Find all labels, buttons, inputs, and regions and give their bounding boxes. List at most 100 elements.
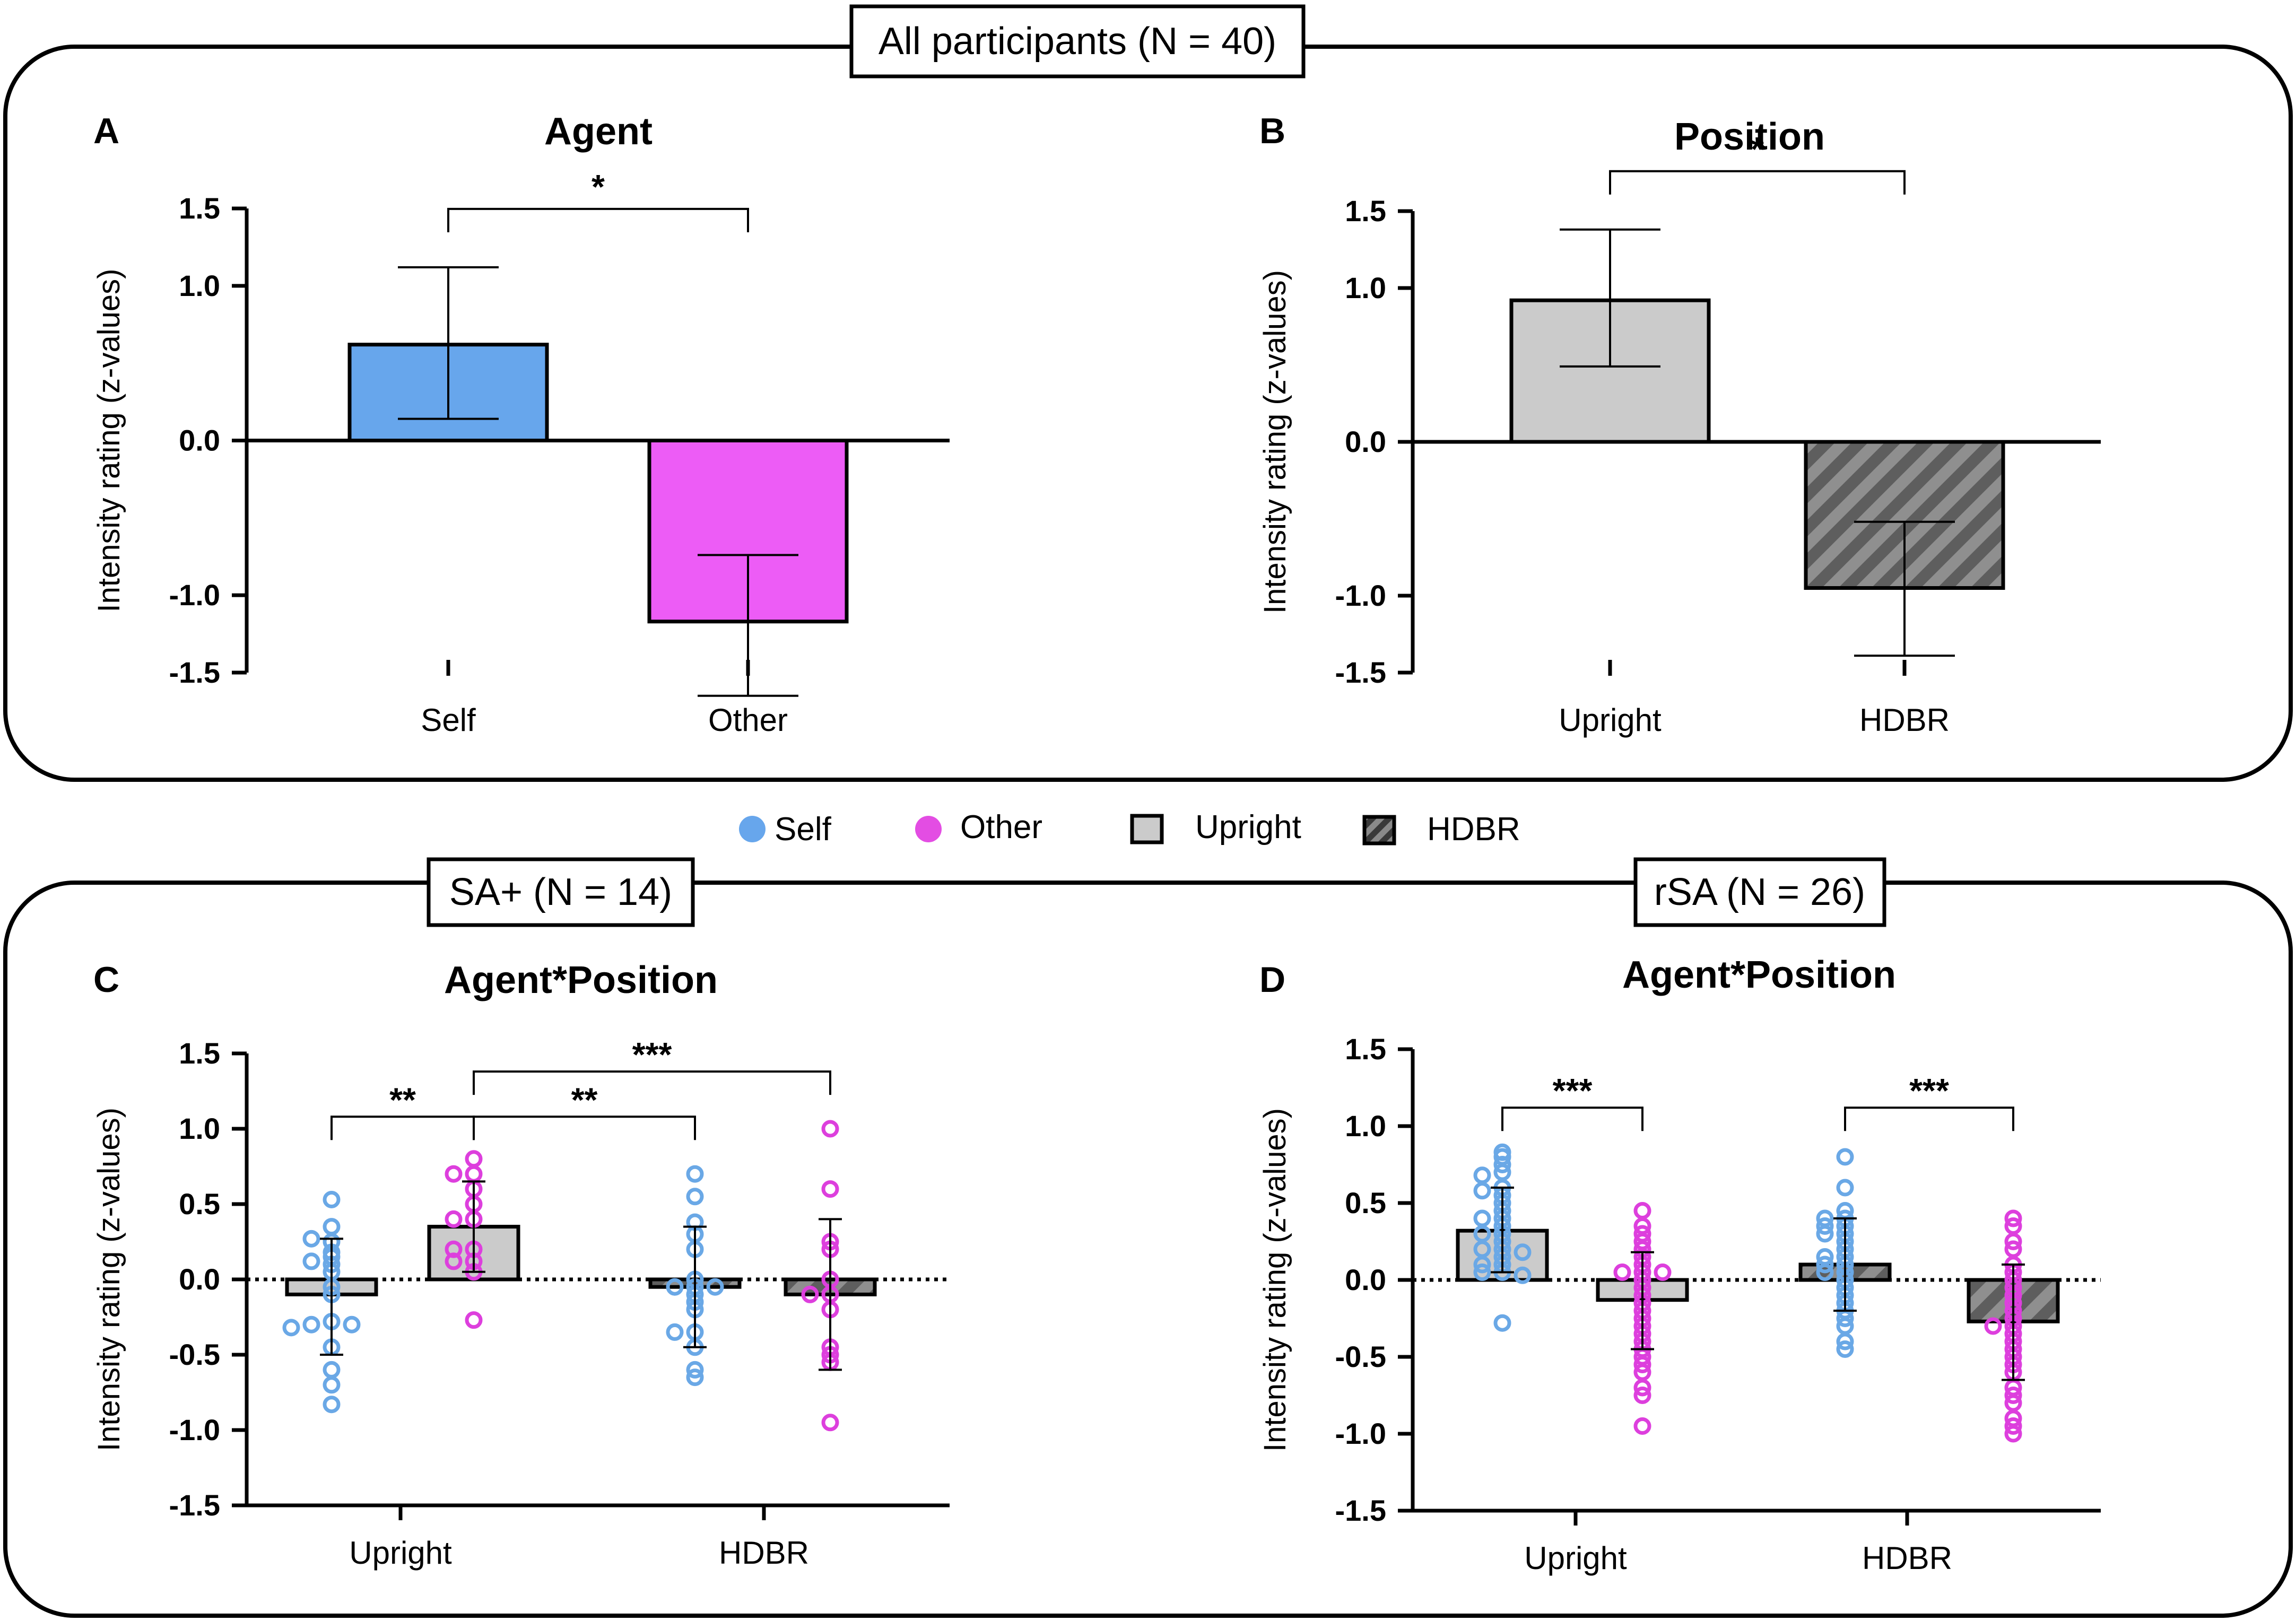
data-point-self (1473, 1263, 1491, 1281)
y-tick-label: -1.5 (169, 656, 221, 689)
data-point-other (2004, 1209, 2022, 1227)
data-point-self (686, 1188, 704, 1206)
y-tick-label: 1.0 (179, 1112, 220, 1145)
y-tick-label: 1.0 (1345, 1109, 1386, 1143)
chart-title: Position (1674, 116, 1825, 158)
data-point-self (1816, 1263, 1834, 1281)
chart-sa-plus-agent-position: Agent*Position Intensity rating (z-values… (92, 959, 950, 1571)
data-point-other (1613, 1263, 1631, 1281)
significance-label: ** (571, 1080, 598, 1119)
legend-upright-label: Upright (1195, 809, 1301, 846)
data-point-self (1836, 1340, 1854, 1358)
panel-letter-a: A (93, 111, 119, 151)
legend-hdbr-marker (1362, 815, 1396, 846)
y-tick-label: -1.5 (169, 1488, 221, 1522)
data-point-self (1816, 1217, 1834, 1235)
legend-self-label: Self (775, 811, 832, 848)
legend-self-marker (739, 816, 766, 842)
data-point-self (302, 1252, 320, 1270)
data-point-self (1816, 1225, 1834, 1243)
data-point-self (1493, 1156, 1511, 1173)
significance-label: ** (389, 1080, 416, 1119)
data-point-self (1493, 1314, 1511, 1332)
data-point-self (1473, 1166, 1491, 1184)
bottom-panel-frame (3, 881, 2293, 1618)
y-axis-label: Intensity rating (z-values) (1258, 270, 1292, 614)
data-point-self (686, 1369, 704, 1387)
bottom-right-box-label: rSA (N = 26) (1633, 857, 1886, 927)
legend: Self Other Upright HDBR (739, 809, 1520, 848)
data-point-self (1836, 1179, 1854, 1197)
data-point-other (2004, 1233, 2022, 1250)
chart-agent: Agent Intensity rating (z-values) 1.5 1.0 0.… (92, 110, 950, 738)
legend-hdbr-label: HDBR (1427, 811, 1520, 848)
x-category-label: HDBR (719, 1535, 809, 1571)
data-point-other (1984, 1317, 2002, 1335)
significance-label: *** (1909, 1071, 1949, 1110)
data-point-other (2004, 1425, 2022, 1443)
data-point-self (282, 1319, 300, 1337)
data-point-self (1514, 1266, 1532, 1284)
y-axis-label: Intensity rating (z-values) (1258, 1108, 1292, 1452)
data-point-other (801, 1285, 819, 1303)
data-point-self (323, 1218, 341, 1236)
data-point-self (666, 1323, 684, 1341)
significance-label: *** (1553, 1071, 1593, 1110)
data-point-self (323, 1361, 341, 1379)
y-tick-label: -1.0 (1335, 1417, 1387, 1450)
data-point-other (465, 1311, 483, 1329)
data-point-other (2004, 1387, 2022, 1404)
x-category-label: Upright (349, 1535, 452, 1571)
data-point-self (1816, 1256, 1834, 1274)
chart-title: Agent (544, 110, 653, 153)
data-point-self (706, 1278, 724, 1296)
significance-bracket (1609, 170, 1906, 195)
chart-title: Agent*Position (444, 959, 718, 1001)
significance-bracket (1501, 1106, 1643, 1131)
data-point-self (323, 1376, 341, 1394)
data-point-self (302, 1230, 320, 1248)
data-point-other (465, 1150, 483, 1168)
y-tick-label: 0.5 (179, 1187, 220, 1221)
panel-letter-b: B (1259, 111, 1285, 151)
data-point-other (465, 1165, 483, 1183)
y-tick-label: 1.5 (179, 1036, 220, 1070)
data-point-self (1836, 1148, 1854, 1166)
significance-bracket (331, 1115, 475, 1140)
data-point-other (2004, 1417, 2022, 1435)
significance-label: * (592, 168, 605, 206)
y-axis-label: Intensity rating (z-values) (92, 269, 126, 613)
data-point-self (302, 1315, 320, 1334)
x-category-label: Other (708, 702, 788, 738)
top-box-label-text: All participants (N = 40) (879, 20, 1276, 63)
panel-letter-d: D (1259, 960, 1285, 1000)
y-tick-label: 1.5 (1345, 194, 1386, 228)
data-point-other (1633, 1202, 1651, 1219)
legend-other-marker (915, 816, 942, 842)
bottom-left-box-label: SA+ (N = 14) (427, 857, 695, 927)
y-tick-label: -1.0 (1335, 579, 1387, 612)
y-tick-label: -1.5 (1335, 1494, 1387, 1527)
x-category-label: HDBR (1859, 702, 1950, 738)
y-tick-label: -1.5 (1335, 656, 1387, 689)
y-tick-label: -1.0 (169, 578, 221, 612)
significance-bracket (1844, 1106, 2014, 1131)
legend-upright-marker (1130, 814, 1164, 844)
y-tick-label: -1.0 (169, 1413, 221, 1446)
data-point-self (323, 1396, 341, 1414)
data-point-other (445, 1210, 463, 1228)
data-point-self (343, 1315, 361, 1334)
data-point-other (1633, 1417, 1651, 1435)
data-point-other (1654, 1263, 1672, 1281)
y-tick-label: 0.0 (1345, 1263, 1386, 1296)
y-tick-label: 0.0 (179, 424, 220, 457)
data-point-self (1473, 1256, 1491, 1274)
panel-letter-c: C (93, 960, 119, 1000)
y-tick-label: 1.5 (1345, 1032, 1386, 1066)
y-tick-label: 1.5 (179, 191, 220, 225)
y-tick-label: 1.0 (179, 269, 220, 302)
top-box-label: All participants (N = 40) (849, 4, 1306, 79)
data-point-other (445, 1165, 463, 1183)
bottom-left-box-label-text: SA+ (N = 14) (449, 871, 672, 913)
